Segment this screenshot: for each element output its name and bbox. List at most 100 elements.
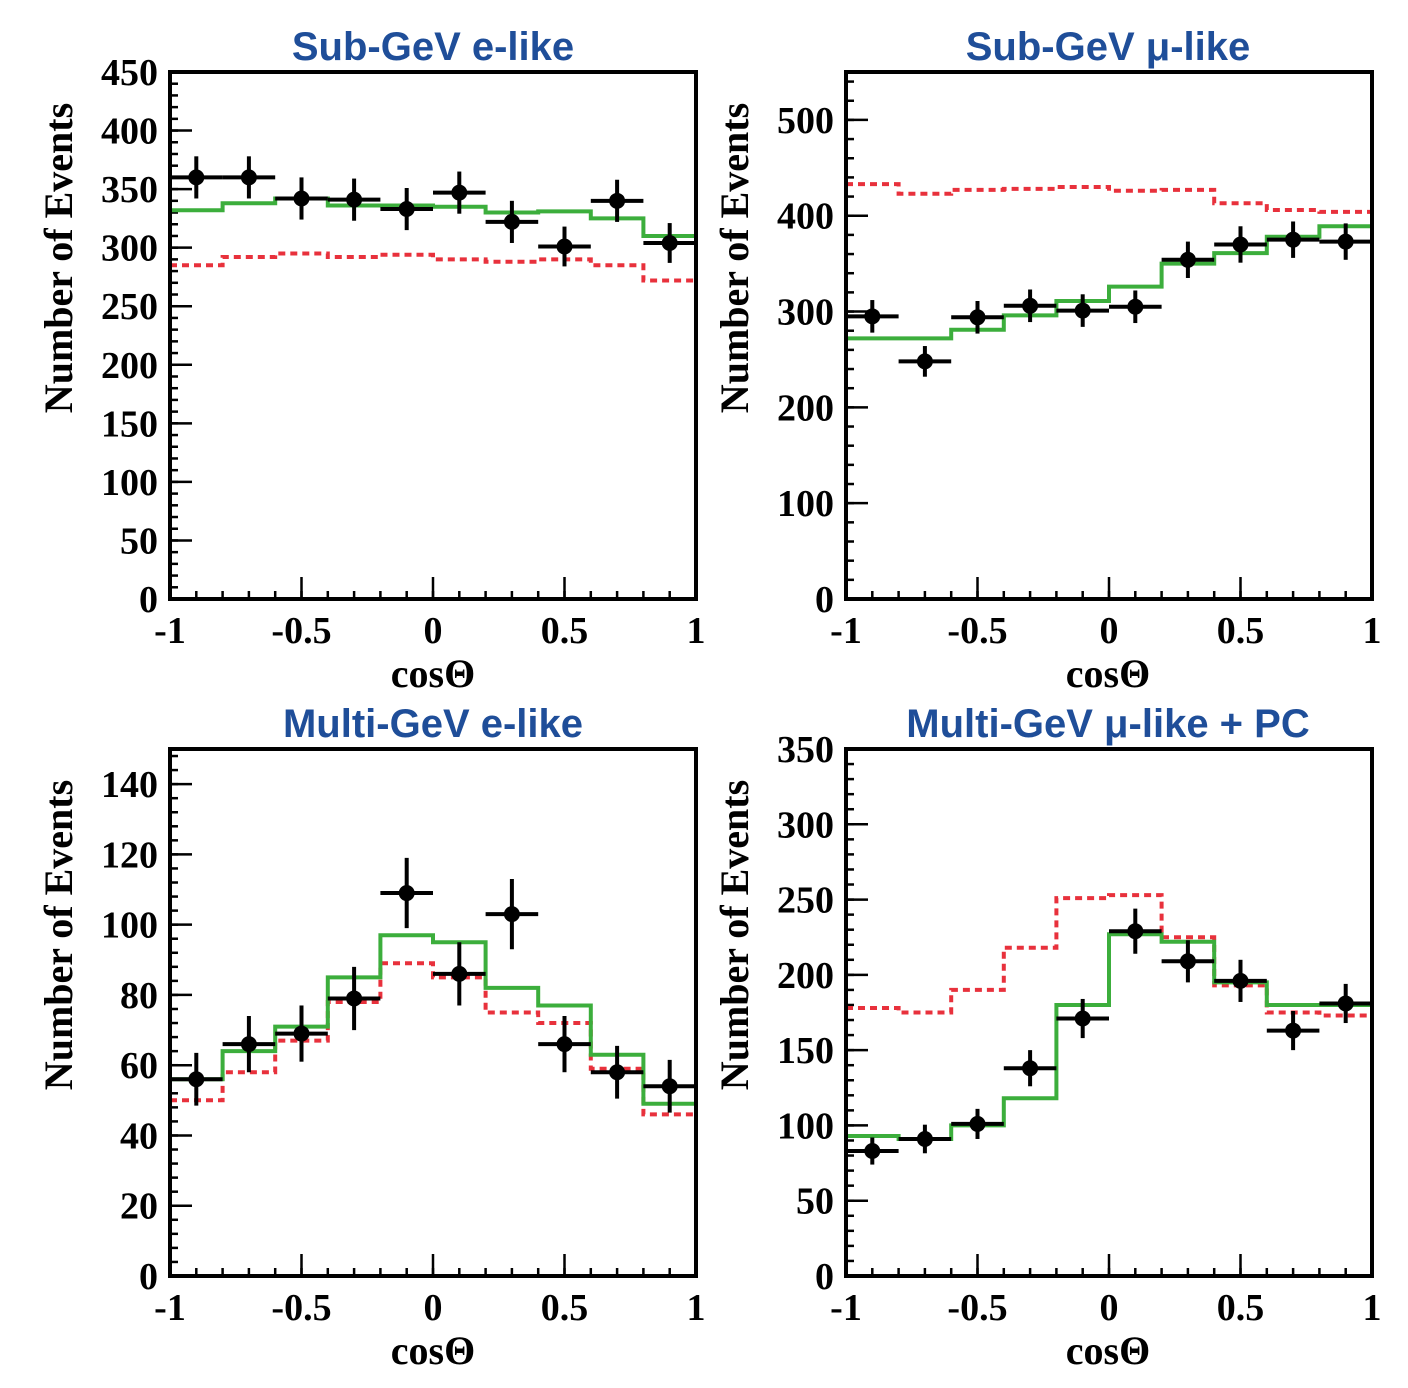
panel-sub-gev-e-like: Sub-GeV e-like Number of Events cosΘ 0 50… [36, 25, 706, 696]
x-axis-label: cosΘ [391, 651, 475, 696]
y-tick-label: 0 [815, 579, 834, 621]
panel-sub-gev-mu-like: Sub-GeV μ-like Number of Events cosΘ 010… [712, 25, 1382, 696]
data-point [1232, 972, 1249, 989]
data-point [556, 1036, 573, 1053]
y-axis-label: Number of Events [36, 103, 81, 413]
y-tick-label: 150 [777, 1030, 834, 1072]
plot-area [170, 156, 696, 283]
data-point [556, 238, 573, 255]
data-point [1022, 297, 1039, 314]
x-tick-label: -0.5 [271, 610, 331, 652]
data-point [916, 353, 933, 370]
panel-title: Sub-GeV e-like [292, 25, 574, 69]
y-tick-label: 350 [101, 169, 158, 211]
x-tick-label: -1 [830, 1287, 862, 1329]
data-point [293, 190, 310, 207]
y-tick-label: 100 [777, 483, 834, 525]
data-point [864, 308, 881, 325]
x-axis-label: cosΘ [1066, 651, 1150, 696]
plot-area [170, 857, 696, 1117]
x-tick-label: -1 [154, 610, 186, 652]
y-tick-label: 250 [777, 880, 834, 922]
data-point [916, 1130, 933, 1147]
panel-title: Multi-GeV μ-like + PC [906, 702, 1309, 746]
data-point [1285, 231, 1302, 248]
x-tick-label: 1 [687, 610, 706, 652]
y-tick-label: 100 [101, 905, 158, 947]
panel-multi-gev-e-like: Multi-GeV e-like Number of Events cosΘ 0… [36, 702, 706, 1373]
step-line-dashed [846, 182, 1372, 214]
plot-area [846, 182, 1372, 377]
y-axis-label: Number of Events [712, 103, 757, 413]
data-point [661, 234, 678, 251]
step-line-dashed [846, 893, 1372, 1018]
panel-title: Multi-GeV e-like [283, 702, 583, 746]
data-point [240, 1036, 257, 1053]
data-point [1127, 298, 1144, 315]
x-tick-label: 0.5 [541, 1287, 589, 1329]
data-point [1127, 923, 1144, 940]
y-tick-label: 200 [777, 387, 834, 429]
step-line-solid [846, 224, 1372, 341]
data-point [864, 1143, 881, 1160]
step-line-solid [170, 196, 696, 238]
plot-frame [844, 747, 1374, 1278]
data-point [1337, 233, 1354, 250]
y-tick-label: 0 [139, 1256, 158, 1298]
x-tick-label: 0.5 [1217, 1287, 1265, 1329]
data-point [661, 1078, 678, 1095]
panel-title: Sub-GeV μ-like [966, 25, 1251, 69]
y-tick-label: 400 [101, 111, 158, 153]
x-axis-label: cosΘ [391, 1328, 475, 1373]
data-point [1179, 251, 1196, 268]
x-tick-label: 0 [1100, 610, 1119, 652]
x-tick-label: -1 [830, 610, 862, 652]
y-tick-label: 80 [120, 975, 158, 1017]
x-tick-label: -0.5 [947, 610, 1007, 652]
y-tick-label: 120 [101, 834, 158, 876]
x-tick-label: 0 [424, 610, 443, 652]
data-point [1179, 953, 1196, 970]
step-line-dashed [170, 251, 696, 283]
axis-ticks: 0 20 40 60 80 100 120 140 -1 -0.5 0 0.5 1 [101, 754, 706, 1329]
axis-ticks: 0 50 100 150 200 250 300 350 -1 -0.5 0 0.5 1 [777, 729, 1382, 1329]
data-point [398, 885, 415, 902]
y-tick-label: 140 [101, 764, 158, 806]
y-tick-label: 450 [101, 52, 158, 94]
data-point [1074, 302, 1091, 319]
data-point [293, 1025, 310, 1042]
y-tick-label: 400 [777, 196, 834, 238]
y-tick-label: 150 [101, 403, 158, 445]
y-tick-label: 300 [101, 228, 158, 270]
data-point [240, 169, 257, 186]
y-tick-label: 300 [777, 804, 834, 846]
data-point [188, 1071, 205, 1088]
data-point [1337, 995, 1354, 1012]
panel-multi-gev-mu-like-pc: Multi-GeV μ-like + PC Number of Events c… [712, 702, 1382, 1373]
y-tick-label: 50 [120, 520, 158, 562]
y-tick-label: 100 [101, 462, 158, 504]
x-tick-label: 0 [424, 1287, 443, 1329]
data-point [346, 191, 363, 208]
x-tick-label: 1 [1363, 1287, 1382, 1329]
data-point [969, 309, 986, 326]
data-point [503, 213, 520, 230]
y-tick-label: 300 [777, 292, 834, 334]
x-tick-label: -1 [154, 1287, 186, 1329]
x-tick-label: 0.5 [541, 610, 589, 652]
x-tick-label: 1 [1363, 610, 1382, 652]
data-point [1232, 236, 1249, 253]
y-tick-label: 0 [139, 579, 158, 621]
y-axis-label: Number of Events [36, 780, 81, 1090]
plot-frame [168, 747, 698, 1278]
plot-area [846, 893, 1372, 1165]
data-point [346, 990, 363, 1007]
x-tick-label: 1 [687, 1287, 706, 1329]
plot-frame [844, 70, 1374, 601]
data-point [609, 192, 626, 209]
y-tick-label: 200 [777, 955, 834, 997]
data-point [451, 184, 468, 201]
x-tick-label: 0.5 [1217, 610, 1265, 652]
x-tick-label: -0.5 [947, 1287, 1007, 1329]
